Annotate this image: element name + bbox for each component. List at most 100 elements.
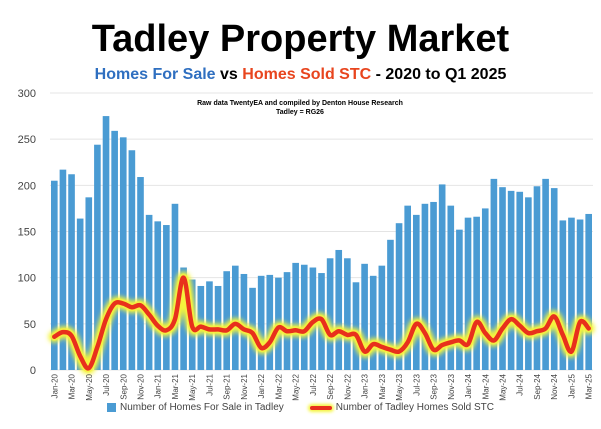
x-tick-label: May-24 [499, 373, 508, 400]
bar [128, 150, 136, 370]
bar [516, 191, 524, 370]
x-tick-label: Mar-23 [378, 373, 387, 399]
bar [145, 214, 153, 370]
x-tick-label: Mar-22 [274, 373, 283, 399]
bar [361, 263, 368, 370]
bar [525, 197, 532, 370]
x-tick-label: Jul-22 [309, 373, 318, 395]
sold-line [52, 275, 591, 371]
x-tick-label: Jul-20 [102, 373, 111, 395]
bar [378, 265, 386, 370]
x-tick-label: Jan-23 [361, 373, 370, 398]
bar [59, 169, 67, 370]
x-tick-label: Nov-21 [240, 373, 249, 399]
bar [326, 258, 334, 370]
legend-item-for-sale: Number of Homes For Sale in Tadley [107, 402, 284, 413]
bar [430, 201, 437, 370]
x-tick-label: Jul-24 [516, 373, 525, 395]
bar [180, 267, 187, 370]
bar [154, 221, 162, 370]
x-tick-label: May-20 [85, 373, 94, 400]
x-tick-label: Mar-21 [171, 373, 180, 399]
x-tick-label: May-21 [188, 373, 197, 400]
bar [111, 130, 118, 370]
source-note: Raw data TwentyEA and compiled by Denton… [150, 99, 450, 117]
subtitle-vs: vs [215, 66, 243, 83]
legend: Number of Homes For Sale in Tadley Numbe… [0, 402, 601, 413]
x-tick-label: Nov-24 [550, 373, 559, 399]
legend-label: Number of Tadley Homes Sold STC [335, 402, 494, 413]
bar [559, 220, 567, 370]
source-line: Raw data TwentyEA and compiled by Denton… [197, 100, 403, 107]
bar [300, 264, 308, 370]
x-tick-label: Jul-21 [205, 373, 214, 395]
subtitle-range: - 2020 to Q1 2025 [371, 66, 507, 83]
y-tick-label: 50 [24, 319, 36, 331]
y-tick-label: 100 [18, 273, 36, 285]
x-tick-label: Mar-24 [481, 373, 490, 399]
bar [352, 282, 360, 370]
bar [542, 178, 549, 370]
legend-swatch-line [309, 405, 332, 410]
bar [413, 214, 420, 370]
bar [292, 262, 299, 370]
bar [223, 271, 230, 370]
bar [94, 144, 101, 370]
y-tick-label: 0 [30, 365, 36, 377]
bar [257, 275, 265, 370]
x-tick-label: May-22 [292, 373, 301, 400]
legend-label: Number of Homes For Sale in Tadley [120, 402, 284, 413]
bar [102, 116, 110, 370]
x-tick-label: Sep-20 [119, 373, 128, 399]
bar [404, 205, 411, 370]
bar [137, 177, 144, 370]
x-tick-label: Jan-25 [567, 373, 576, 398]
bar [499, 187, 506, 370]
bar [344, 258, 351, 370]
bar [68, 174, 75, 370]
chart-title: Tadley Property Market [91, 18, 510, 60]
x-tick-label: Mar-25 [585, 373, 594, 399]
x-tick-label: Sep-21 [223, 373, 232, 399]
x-tick-label: Sep-24 [533, 373, 542, 399]
x-tick-label: Nov-22 [343, 373, 352, 399]
bar [335, 249, 343, 370]
bar [473, 216, 480, 370]
x-tick-label: Nov-23 [447, 373, 456, 399]
bar [585, 213, 592, 370]
bar [481, 208, 489, 370]
x-tick-label: Jul-23 [412, 373, 421, 395]
bar [283, 272, 291, 370]
bar [387, 239, 394, 370]
bar [76, 218, 84, 370]
subtitle-sold: Homes Sold STC [242, 66, 372, 83]
bar [464, 217, 472, 370]
y-tick-label: 300 [18, 88, 36, 100]
bar [266, 274, 274, 370]
source-line: Tadley = RG26 [276, 109, 324, 116]
bar [438, 184, 446, 370]
bar [447, 205, 455, 370]
bar [395, 223, 403, 370]
y-tick-label: 200 [18, 180, 36, 192]
x-tick-label: Jan-21 [154, 373, 163, 398]
x-tick-label: Sep-23 [430, 373, 439, 399]
bar [85, 197, 93, 370]
bar [421, 203, 429, 370]
legend-item-sold: Number of Tadley Homes Sold STC [309, 402, 494, 413]
bar [119, 137, 127, 370]
bar [369, 275, 377, 370]
bar [456, 229, 463, 370]
subtitle-for-sale: Homes For Sale [94, 66, 216, 83]
x-tick-label: Mar-20 [68, 373, 77, 399]
bar [568, 217, 575, 370]
legend-swatch-bar [107, 403, 116, 412]
bar [576, 219, 584, 370]
x-tick-label: Sep-22 [326, 373, 335, 399]
bar [490, 178, 498, 370]
x-tick-label: Nov-20 [137, 373, 146, 399]
x-tick-label: May-23 [395, 373, 404, 400]
bar [163, 225, 170, 370]
x-tick-label: Jan-20 [50, 373, 59, 398]
